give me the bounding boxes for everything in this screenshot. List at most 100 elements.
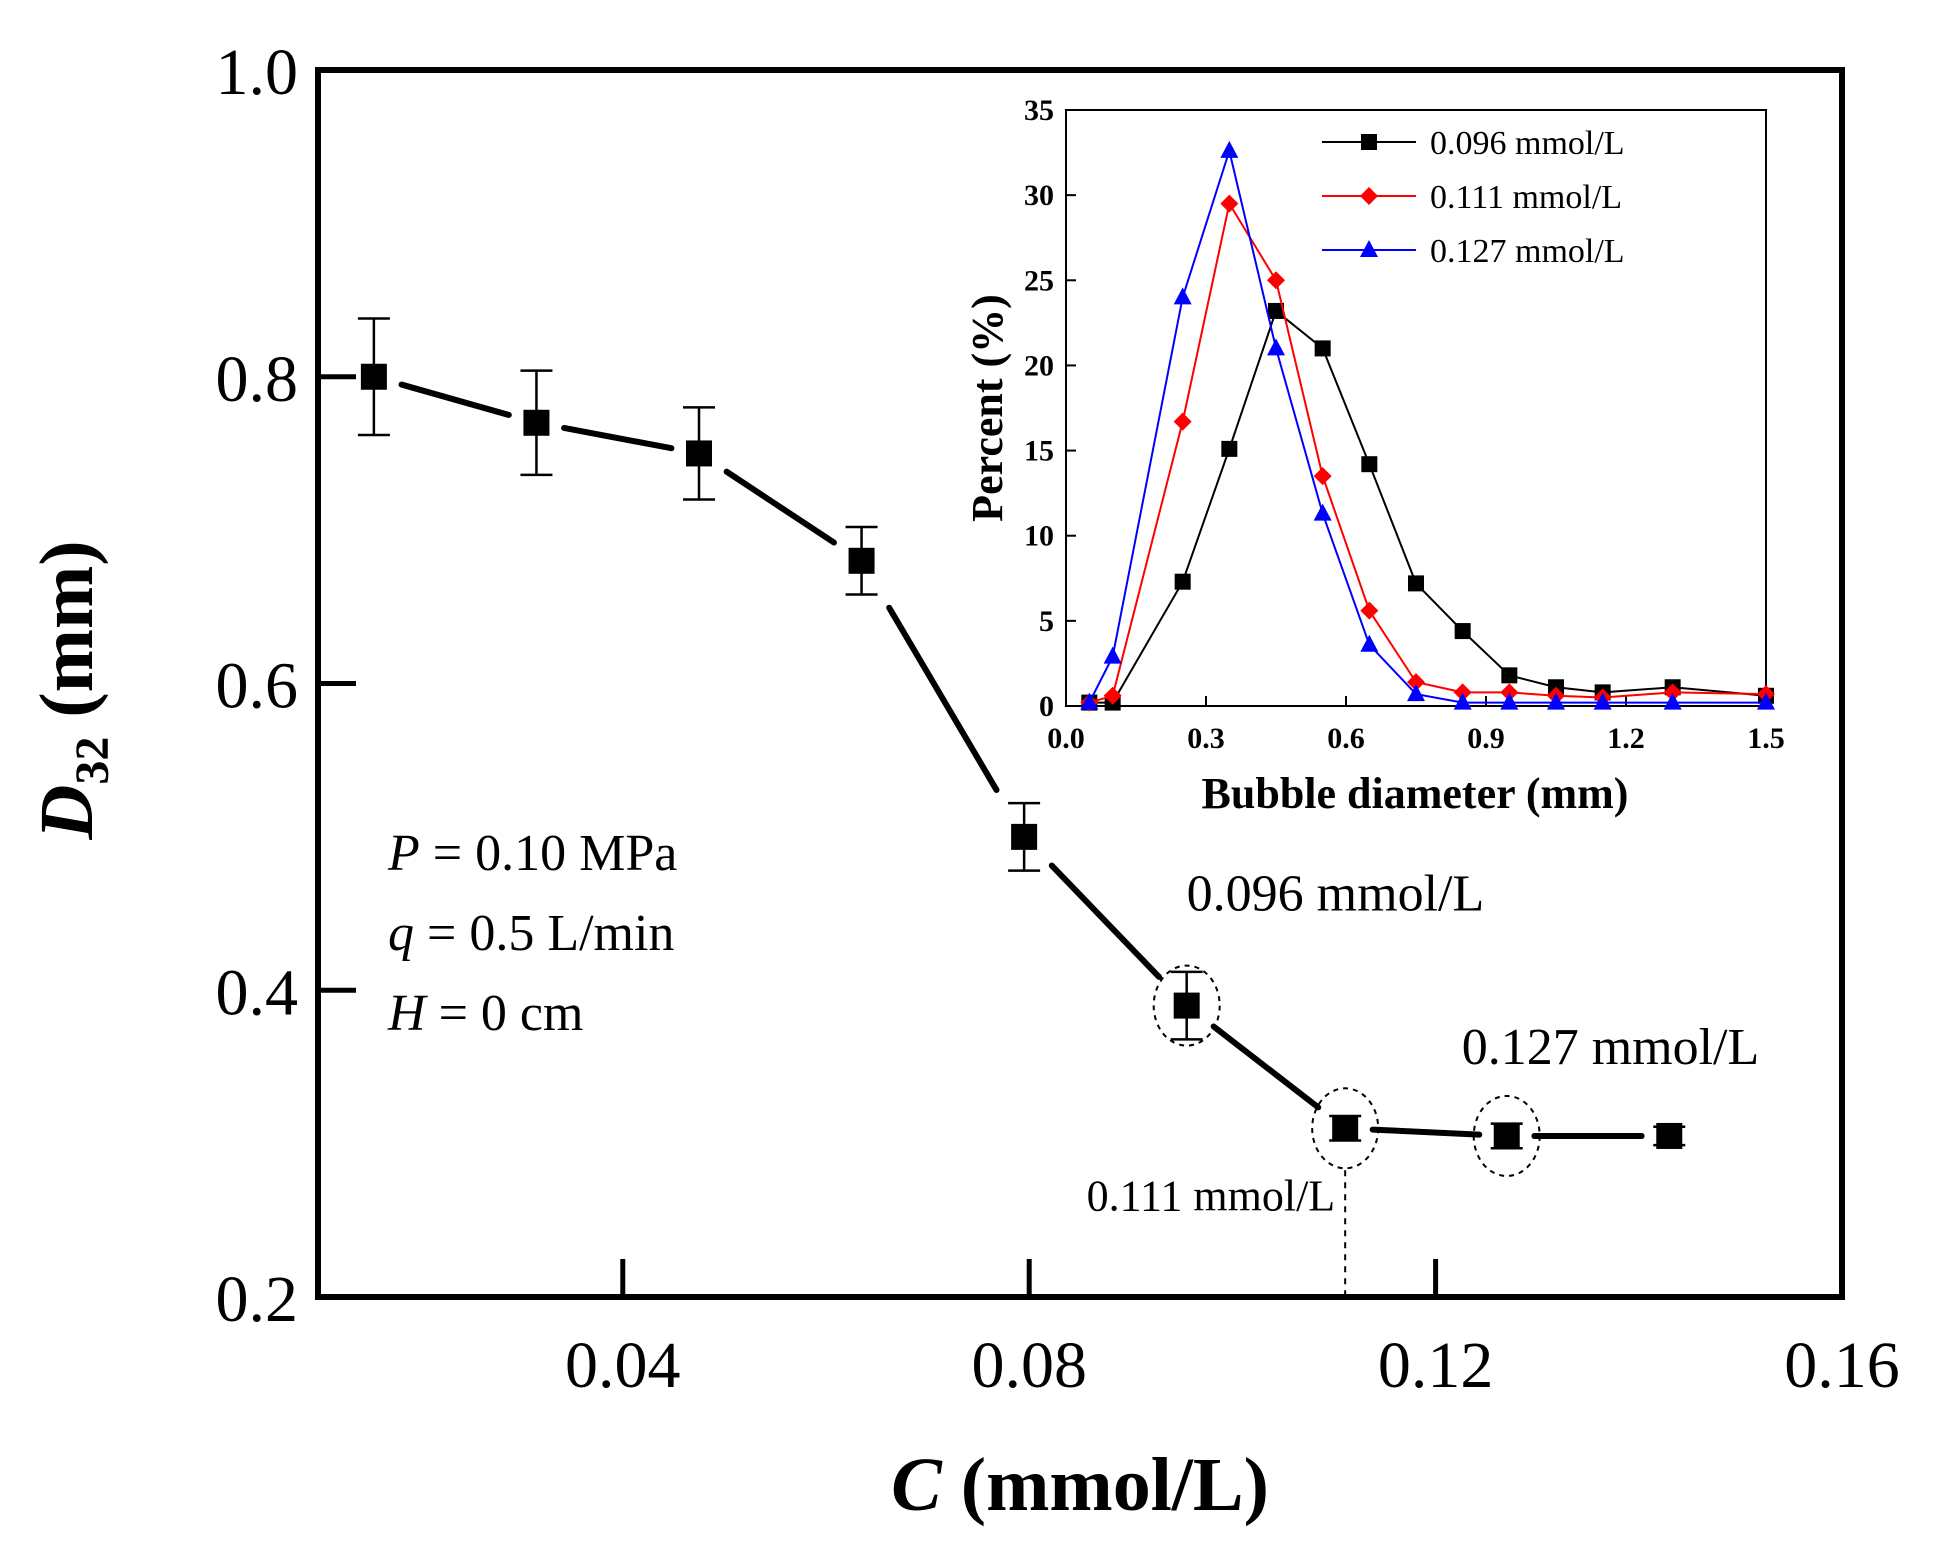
condition-pressure-value: = 0.10 MPa	[420, 825, 678, 882]
inset-x-tick-label: 0.3	[1187, 722, 1225, 755]
main-chart: 0.2 0.4 0.6 0.8 1.0 0.04 0.08 0.12 0.16 0.096 m…	[25, 36, 1900, 1527]
inset-data-point	[1268, 302, 1284, 319]
condition-pressure-symbol: P	[387, 825, 420, 882]
inset-data-point	[1103, 646, 1122, 664]
main-x-tick-label: 0.08	[971, 1329, 1087, 1402]
inset-data-point	[1500, 683, 1519, 702]
condition-height-value: = 0 cm	[426, 985, 584, 1042]
condition-flow-value: = 0.5 L/min	[414, 905, 674, 962]
annotation-circle	[1311, 1087, 1380, 1170]
inset-data-point	[1173, 412, 1192, 431]
inset-data-point	[1500, 692, 1519, 710]
inset-y-tick-label: 5	[1039, 605, 1054, 638]
inset-y-tick-label: 10	[1024, 520, 1054, 553]
inset-data-point	[1757, 692, 1775, 710]
main-data-point	[1656, 1122, 1683, 1149]
main-data-point	[523, 409, 550, 436]
inset-data-point	[1173, 287, 1192, 305]
main-series-points	[360, 363, 1683, 1149]
inset-data-point	[1103, 686, 1122, 705]
main-data-point	[848, 547, 875, 574]
inset-data-point	[1501, 667, 1518, 684]
inset-y-tick-label: 20	[1024, 349, 1054, 382]
inset-data-point	[1360, 634, 1379, 652]
inset-data-point	[1663, 683, 1682, 702]
main-x-tick-label: 0.16	[1784, 1329, 1900, 1402]
main-y-axis-title: D32 (mm)	[25, 540, 119, 840]
main-x-axis-unit: (mmol/L)	[942, 1443, 1269, 1527]
main-line-segment	[1210, 1023, 1322, 1111]
inset-data-point	[1360, 601, 1379, 620]
inset-data-point	[1407, 684, 1425, 702]
main-y-axis-subscript: 32	[66, 737, 119, 785]
main-y-axis-symbol: D	[25, 785, 109, 841]
inset-data-point	[1080, 692, 1099, 710]
main-data-point	[686, 440, 712, 467]
inset-chart: 0 5 10 15 20 25 30 35 0.0 0.3 0.6 0.9 1.2 1.5 0.096 …	[963, 94, 1785, 818]
condition-height-symbol: H	[387, 985, 428, 1042]
inset-series	[1080, 140, 1775, 712]
inset-data-point	[1220, 194, 1239, 213]
inset-y-tick-label: 15	[1024, 435, 1054, 468]
condition-flow: q = 0.5 L/min	[388, 905, 674, 962]
main-y-tick-label: 0.8	[216, 343, 299, 416]
main-data-point	[1011, 823, 1038, 850]
inset-legend-marker	[1360, 240, 1378, 257]
inset-legend-marker	[1361, 134, 1377, 150]
condition-height: H = 0 cm	[387, 985, 583, 1042]
inset-legend-label: 0.096 mmol/L	[1430, 125, 1625, 162]
inset-series-line	[1088, 147, 1766, 704]
main-data-point	[360, 363, 387, 390]
main-y-axis-unit: (mm)	[25, 540, 109, 736]
inset-y-axis: 0 5 10 15 20 25 30 35	[1024, 94, 1076, 723]
main-y-axis: 0.2 0.4 0.6 0.8 1.0	[216, 36, 356, 1336]
inset-x-axis-title: Bubble diameter (mm)	[1202, 769, 1629, 818]
main-x-tick-label: 0.12	[1378, 1329, 1494, 1402]
main-x-axis: 0.04 0.08 0.12 0.16	[565, 1259, 1900, 1402]
inset-data-point	[1361, 456, 1378, 473]
inset-plot-frame	[1065, 109, 1767, 707]
condition-pressure: P = 0.10 MPa	[387, 825, 677, 882]
inset-y-tick-label: 0	[1039, 690, 1054, 723]
inset-x-axis: 0.0 0.3 0.6 0.9 1.2 1.5	[1047, 696, 1785, 755]
main-x-axis-title: C (mmol/L)	[891, 1443, 1269, 1527]
inset-data-point	[1453, 692, 1472, 710]
main-data-point	[1173, 992, 1200, 1019]
inset-y-tick-label: 30	[1024, 179, 1054, 212]
inset-data-point	[1314, 340, 1331, 357]
inset-data-point	[1267, 338, 1285, 356]
main-line-segment	[723, 468, 837, 546]
inset-legend-marker	[1360, 187, 1378, 205]
main-annotations: 0.096 mmol/L 0.111 mmol/L 0.127 mmol/L	[1087, 866, 1760, 1221]
inset-data-point	[1220, 140, 1239, 158]
main-y-tick-label: 0.4	[216, 956, 299, 1029]
main-line-segment	[1369, 1126, 1483, 1138]
inset-x-tick-label: 0.0	[1047, 722, 1085, 755]
main-x-tick-label: 0.04	[565, 1329, 681, 1402]
inset-data-point	[1453, 683, 1472, 702]
inset-legend-label: 0.111 mmol/L	[1430, 179, 1622, 216]
condition-flow-symbol: q	[388, 905, 414, 962]
inset-legend: 0.096 mmol/L 0.111 mmol/L 0.127 mmol/L	[1322, 125, 1625, 270]
inset-data-point	[1313, 467, 1332, 486]
main-line-segment	[398, 381, 512, 418]
main-y-tick-label: 0.6	[216, 650, 299, 723]
inset-y-tick-label: 25	[1024, 264, 1054, 297]
main-y-tick-label: 1.0	[216, 36, 299, 109]
inset-data-point	[1663, 692, 1682, 710]
inset-data-point	[1407, 673, 1425, 692]
annotation-label: 0.127 mmol/L	[1462, 1019, 1760, 1076]
inset-data-point	[1408, 575, 1424, 592]
annotation-circle	[1152, 964, 1221, 1047]
inset-data-point	[1454, 623, 1471, 640]
inset-x-tick-label: 0.9	[1467, 722, 1505, 755]
inset-data-point	[1593, 692, 1612, 710]
main-line-segment	[886, 604, 1000, 793]
main-line-segment	[1048, 862, 1163, 980]
inset-data-point	[1174, 573, 1191, 590]
main-data-point	[1332, 1115, 1359, 1142]
inset-data-point	[1313, 503, 1332, 521]
inset-x-tick-label: 1.2	[1607, 722, 1645, 755]
inset-y-axis-title: Percent (%)	[963, 294, 1012, 522]
